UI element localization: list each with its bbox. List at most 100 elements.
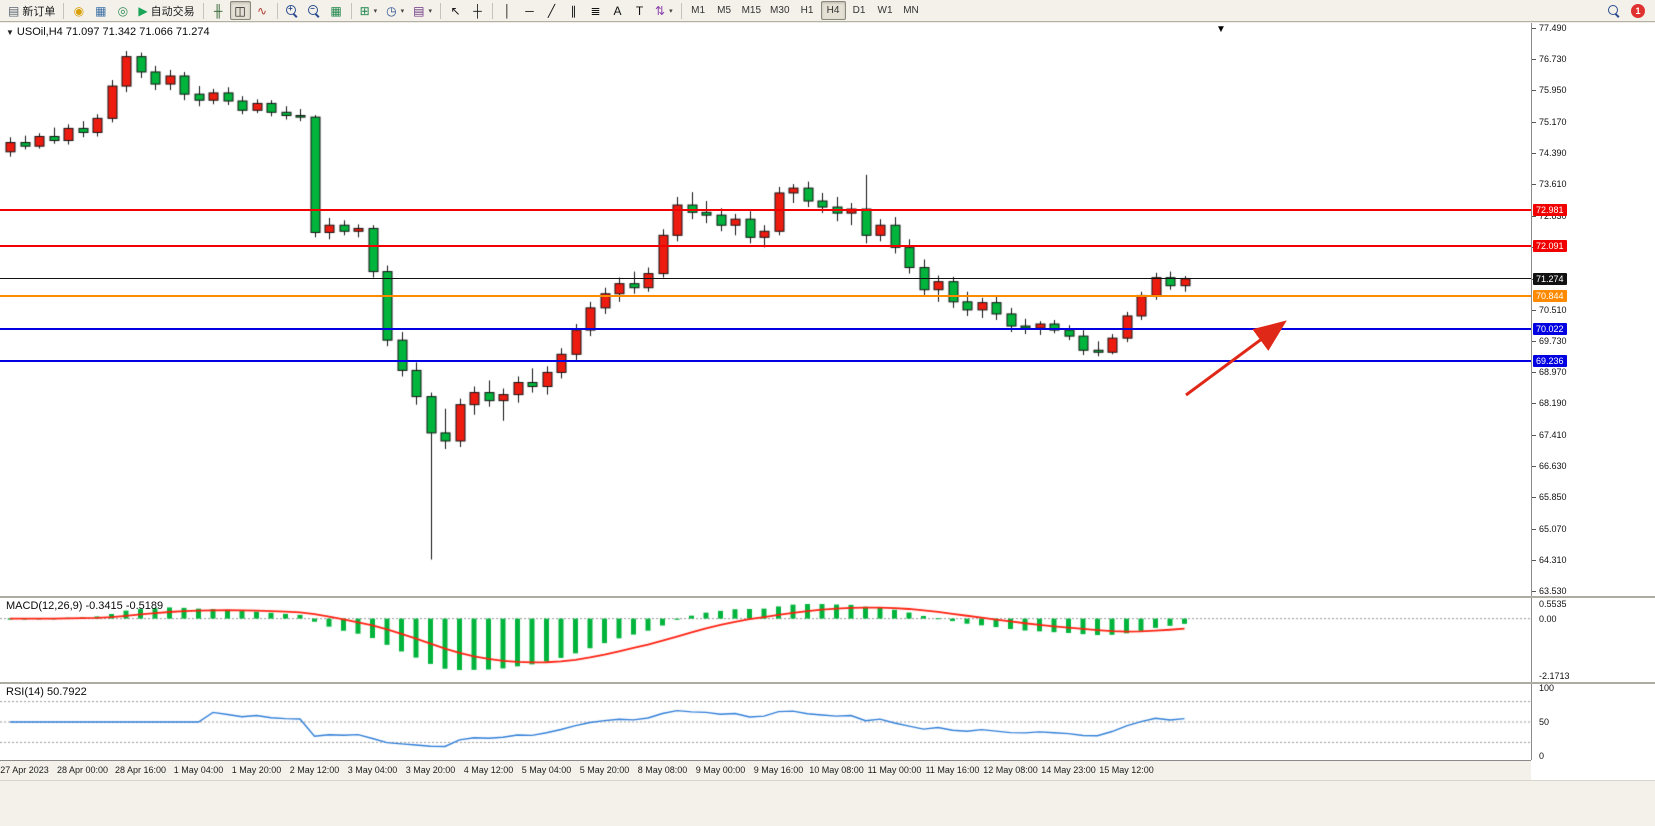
horizontal-line-icon: ─: [525, 3, 534, 18]
auto-trading-button[interactable]: ▶ 自动交易: [134, 1, 198, 20]
level-line-72.981[interactable]: [0, 208, 1531, 211]
market-watch-button[interactable]: ▦: [90, 1, 111, 20]
search-button[interactable]: [1603, 1, 1624, 20]
price-tick-mark: [1532, 465, 1536, 467]
text-button[interactable]: A: [607, 1, 628, 20]
auto-trading-play-icon: ▶: [138, 3, 148, 18]
vertical-line-button[interactable]: │: [497, 1, 518, 20]
timeframe-m1-button[interactable]: M1: [691, 5, 706, 16]
level-line-70.844[interactable]: [0, 295, 1531, 298]
time-axis-label: 27 Apr 2023: [0, 765, 49, 775]
template-button[interactable]: ▤ ▾: [409, 1, 436, 20]
chart-title-text: USOil,H4 71.097 71.342 71.066 71.274: [16, 26, 210, 38]
trendline-button[interactable]: ╱: [541, 1, 562, 20]
price-tick-label: 75.950: [1539, 85, 1567, 96]
time-axis-label: 1 May 04:00: [173, 765, 224, 775]
price-tick-label: 64.310: [1539, 554, 1567, 565]
rsi-scale-label: 0: [1539, 751, 1545, 761]
equidistant-channel-icon: ∥: [570, 3, 577, 18]
price-tick-label: 63.530: [1539, 586, 1567, 596]
arrow-objects-icon: ⇅: [655, 3, 666, 18]
cursor-button[interactable]: ↖: [445, 1, 466, 20]
arrows-button[interactable]: ⇅ ▾: [651, 1, 677, 20]
refresh-button[interactable]: ◎: [112, 1, 133, 20]
chart-collapse-icon[interactable]: ▼: [6, 27, 14, 37]
price-tick-mark: [1532, 58, 1536, 60]
funds-button[interactable]: ◉: [68, 1, 89, 20]
toolbar-separator: [350, 2, 352, 19]
price-tick-label: 68.190: [1539, 398, 1567, 409]
toolbar-separator: [440, 2, 442, 19]
timeframe-m5-button[interactable]: M5: [717, 5, 732, 16]
rsi-panel[interactable]: [0, 684, 1531, 760]
horizontal-line-button[interactable]: ─: [519, 1, 540, 20]
chart-shift-marker-icon[interactable]: ▼: [1216, 24, 1226, 35]
panel-separator[interactable]: [0, 682, 1655, 684]
zoom-out-icon-sign: −: [310, 3, 315, 13]
time-axis-label: 3 May 04:00: [347, 765, 398, 775]
price-badge-72.091: 72.091: [1533, 239, 1567, 252]
timeframe-m15-button[interactable]: M15: [741, 5, 762, 16]
time-axis-label: 12 May 08:00: [983, 765, 1038, 775]
tile-windows-button[interactable]: ▦: [326, 1, 347, 20]
cursor-arrow-icon: ↖: [450, 3, 461, 18]
fibonacci-button[interactable]: ≣: [585, 1, 606, 20]
crosshair-button[interactable]: ┼: [467, 1, 488, 20]
price-badge-72.981: 72.981: [1533, 203, 1567, 216]
timeframe-h4-button[interactable]: H4: [820, 1, 846, 20]
price-badge-71.274: 71.274: [1533, 272, 1567, 285]
level-line-72.091[interactable]: [0, 244, 1531, 247]
candlestick-chart[interactable]: [0, 23, 1531, 596]
time-axis-label: 28 Apr 16:00: [114, 765, 167, 775]
timeframe-h1-button[interactable]: H1: [800, 5, 814, 16]
dropdown-caret-icon: ▾: [373, 7, 378, 15]
price-tick-label: 73.610: [1539, 179, 1567, 190]
new-chart-button[interactable]: ⊞ ▾: [356, 1, 382, 20]
time-axis-label: 8 May 08:00: [637, 765, 688, 775]
zoom-in-button[interactable]: +: [282, 1, 303, 20]
rsi-scale-label: 100: [1539, 683, 1555, 693]
price-badge-70.844: 70.844: [1533, 290, 1567, 303]
dropdown-caret-icon: ▾: [669, 7, 673, 15]
bar-chart-button[interactable]: ╫: [208, 1, 229, 20]
candle-chart-button[interactable]: ◫: [229, 1, 251, 20]
zoom-out-icon: −: [308, 3, 320, 17]
dropdown-caret-icon: ▾: [428, 7, 433, 15]
price-tick-mark: [1532, 90, 1536, 92]
time-axis-label: 5 May 04:00: [521, 765, 572, 775]
coins-icon: ◉: [73, 3, 85, 18]
timeframe-m30-button[interactable]: M30: [770, 5, 790, 16]
price-tick-label: 69.730: [1539, 335, 1567, 346]
zoom-out-button[interactable]: −: [304, 1, 325, 20]
panel-separator[interactable]: [0, 596, 1655, 598]
period-button[interactable]: ◷ ▾: [382, 1, 408, 20]
line-chart-button[interactable]: ∿: [252, 1, 273, 20]
time-axis-label: 11 May 00:00: [867, 765, 922, 775]
price-badge-70.022: 70.022: [1533, 323, 1567, 336]
refresh-icon: ◎: [117, 3, 129, 18]
level-line-70.022[interactable]: [0, 328, 1531, 331]
notifications-badge[interactable]: 1: [1631, 3, 1645, 18]
price-tick-label: 72.830: [1539, 210, 1567, 221]
price-tick-label: 67.410: [1539, 429, 1567, 440]
price-axis[interactable]: 77.490 76.730 75.950 75.170 74.390 73.610 72.8…: [1531, 23, 1655, 761]
label-button[interactable]: T: [629, 1, 650, 20]
price-tick-label: 76.730: [1539, 53, 1567, 64]
time-axis[interactable]: 27 Apr 2023 28 Apr 00:00 28 Apr 16:00 1 May…: [0, 760, 1531, 780]
time-axis-label: 3 May 20:00: [405, 765, 456, 775]
new-order-button[interactable]: ▤ 新订单: [4, 1, 59, 20]
macd-panel[interactable]: [0, 598, 1531, 682]
timeframe-d1-button[interactable]: D1: [852, 5, 866, 16]
time-axis-label: 28 Apr 00:00: [56, 765, 109, 775]
timeframe-w1-button[interactable]: W1: [877, 5, 893, 16]
level-line-71.274[interactable]: [0, 278, 1531, 280]
price-tick-label: 77.490: [1539, 23, 1567, 33]
text-icon: A: [613, 3, 622, 18]
chart-symbol-title: ▼ USOil,H4 71.097 71.342 71.066 71.274: [6, 26, 210, 38]
fibonacci-icon: ≣: [590, 3, 601, 18]
clock-icon: ◷: [386, 3, 397, 18]
level-line-69.236[interactable]: [0, 359, 1531, 362]
timeframe-mn-button[interactable]: MN: [903, 5, 919, 16]
channel-button[interactable]: ∥: [563, 1, 584, 20]
price-tick-mark: [1532, 309, 1536, 311]
